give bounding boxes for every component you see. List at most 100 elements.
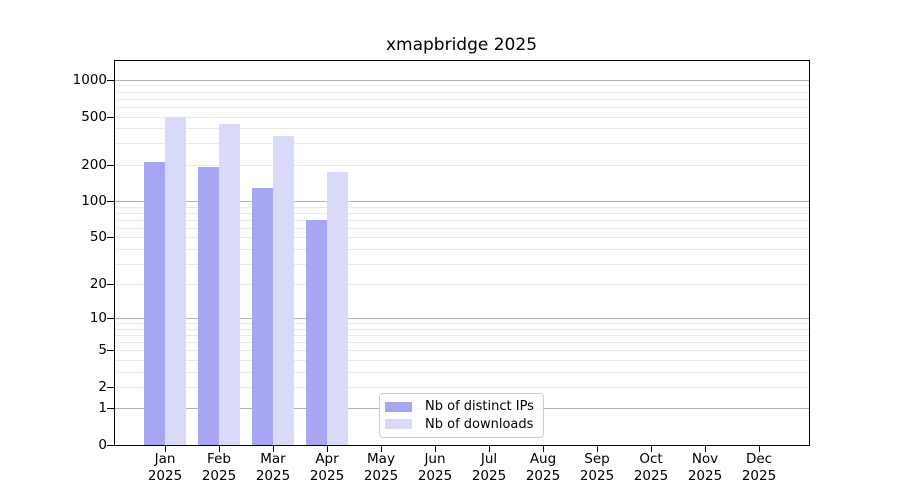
bar-ips-feb <box>198 167 219 445</box>
gridline-minor-3 <box>115 372 809 373</box>
gridline-minor-20 <box>115 284 809 285</box>
x-tick-mark-may <box>381 445 382 452</box>
gridline-minor-4 <box>115 360 809 361</box>
x-tick-month: Mar <box>260 451 286 467</box>
x-tick-month: Dec <box>745 451 773 467</box>
y-tick-mark-50 <box>107 237 114 238</box>
x-tick-year: 2025 <box>633 468 669 484</box>
x-tick-label-jan: Jan 2025 <box>133 451 197 485</box>
x-tick-label-aug: Aug 2025 <box>511 451 575 485</box>
x-tick-mark-mar <box>273 445 274 452</box>
x-tick-mark-dec <box>759 445 760 452</box>
legend-swatch-distinct-ips <box>385 401 412 412</box>
x-tick-mark-apr <box>327 445 328 452</box>
legend-entry-distinct-ips: Nb of distinct IPs <box>385 399 538 415</box>
x-tick-month: Jan <box>154 451 176 467</box>
gridline-minor-60 <box>115 228 809 229</box>
gridline-minor-600 <box>115 107 809 108</box>
x-tick-month: Jul <box>480 451 498 467</box>
x-tick-year: 2025 <box>471 468 507 484</box>
bar-downloads-apr <box>327 171 348 445</box>
y-tick-label-500: 500 <box>81 109 107 125</box>
x-tick-year: 2025 <box>579 468 615 484</box>
y-tick-mark-20 <box>107 284 114 285</box>
gridline-minor-800 <box>115 92 809 93</box>
y-tick-mark-100 <box>107 201 114 202</box>
y-tick-mark-0 <box>107 445 114 446</box>
gridline-minor-9 <box>115 323 809 324</box>
y-tick-label-0: 0 <box>98 437 107 453</box>
x-tick-label-sep: Sep 2025 <box>565 451 629 485</box>
legend-swatch-downloads <box>385 419 412 430</box>
y-tick-mark-200 <box>107 165 114 166</box>
x-tick-year: 2025 <box>363 468 399 484</box>
x-tick-mark-oct <box>651 445 652 452</box>
legend-entry-downloads: Nb of downloads <box>385 416 538 432</box>
x-tick-mark-jun <box>435 445 436 452</box>
x-tick-label-dec: Dec 2025 <box>727 451 791 485</box>
bar-ips-jan <box>144 162 165 445</box>
gridline-minor-50 <box>115 237 809 238</box>
x-tick-month: May <box>367 451 395 467</box>
gridline-minor-700 <box>115 99 809 100</box>
gridline-minor-90 <box>115 207 809 208</box>
gridline-major-1000 <box>115 80 809 81</box>
gridline-major-100 <box>115 201 809 202</box>
x-tick-year: 2025 <box>525 468 561 484</box>
x-tick-label-apr: Apr 2025 <box>295 451 359 485</box>
x-tick-month: Nov <box>691 451 719 467</box>
x-tick-month: Oct <box>639 451 663 467</box>
gridline-minor-400 <box>115 128 809 129</box>
bar-ips-mar <box>252 188 273 445</box>
x-tick-mark-sep <box>597 445 598 452</box>
chart-title: xmapbridge 2025 <box>385 35 538 55</box>
x-tick-month: Jun <box>424 451 446 467</box>
gridline-minor-2 <box>115 387 809 388</box>
x-tick-label-nov: Nov 2025 <box>673 451 737 485</box>
gridline-minor-6 <box>115 342 809 343</box>
y-tick-label-20: 20 <box>89 276 107 292</box>
gridline-minor-40 <box>115 249 809 250</box>
y-tick-label-2: 2 <box>98 379 107 395</box>
gridline-minor-900 <box>115 85 809 86</box>
x-tick-month: Apr <box>315 451 339 467</box>
x-tick-year: 2025 <box>147 468 183 484</box>
gridline-minor-5 <box>115 350 809 351</box>
y-tick-label-1000: 1000 <box>72 72 107 88</box>
legend-label-downloads: Nb of downloads <box>425 416 534 432</box>
x-tick-year: 2025 <box>417 468 453 484</box>
gridline-minor-500 <box>115 117 809 118</box>
x-tick-year: 2025 <box>687 468 723 484</box>
x-tick-mark-jan <box>165 445 166 452</box>
gridline-minor-7 <box>115 335 809 336</box>
x-tick-year: 2025 <box>309 468 345 484</box>
bar-downloads-jan <box>165 116 186 445</box>
legend-label-distinct-ips: Nb of distinct IPs <box>425 399 534 415</box>
x-tick-year: 2025 <box>201 468 237 484</box>
x-tick-month: Aug <box>529 451 557 467</box>
plot-area <box>114 60 810 446</box>
x-tick-label-may: May 2025 <box>349 451 413 485</box>
x-tick-label-jun: Jun 2025 <box>403 451 467 485</box>
y-tick-mark-1000 <box>107 80 114 81</box>
x-tick-label-feb: Feb 2025 <box>187 451 251 485</box>
bar-ips-apr <box>306 219 327 445</box>
y-tick-label-5: 5 <box>98 342 107 358</box>
y-tick-label-200: 200 <box>81 157 107 173</box>
x-tick-label-oct: Oct 2025 <box>619 451 683 485</box>
legend: Nb of distinct IPs Nb of downloads <box>379 393 544 438</box>
x-tick-mark-nov <box>705 445 706 452</box>
y-tick-mark-1 <box>107 408 114 409</box>
x-tick-month: Feb <box>207 451 231 467</box>
gridline-minor-80 <box>115 213 809 214</box>
x-tick-mark-jul <box>489 445 490 452</box>
x-tick-mark-feb <box>219 445 220 452</box>
y-tick-label-1: 1 <box>98 400 107 416</box>
y-tick-label-100: 100 <box>81 193 107 209</box>
x-tick-year: 2025 <box>255 468 291 484</box>
x-tick-month: Sep <box>584 451 610 467</box>
gridline-minor-30 <box>115 264 809 265</box>
y-tick-label-10: 10 <box>89 310 107 326</box>
gridline-minor-300 <box>115 143 809 144</box>
